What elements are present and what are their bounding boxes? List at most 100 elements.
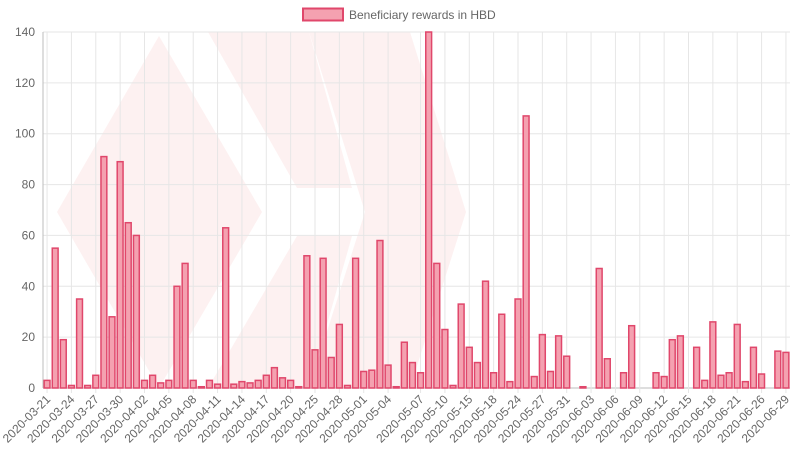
bar [757,373,766,389]
bar [554,335,563,389]
bar [376,239,384,389]
bar [595,267,603,389]
bar [67,384,76,389]
bar [230,383,238,389]
legend[interactable]: Beneficiary rewards in HBD [302,7,496,22]
bar [563,355,571,389]
bar [368,369,376,389]
bar [717,374,725,389]
bar [335,323,344,389]
bar [157,382,165,389]
bar [59,338,67,389]
bar [197,385,206,389]
bar [619,371,628,389]
bar [465,346,473,389]
bar [116,160,124,389]
watermark-shape-1 [208,32,352,188]
bar [140,379,149,389]
bar [83,384,92,389]
bar [473,361,482,389]
y-tick-label: 20 [22,330,36,344]
legend-swatch[interactable] [302,7,344,22]
bar [165,379,173,389]
bar [449,384,457,389]
bar [132,234,141,389]
bar [278,377,287,389]
bar [392,385,400,389]
y-tick-label: 120 [15,76,35,90]
bar [725,371,733,389]
y-tick-label: 0 [28,381,35,395]
y-tick-label: 60 [22,228,36,242]
bar [425,31,433,389]
bar [481,280,490,389]
bar [173,285,181,389]
bar [741,380,750,389]
bar [668,338,676,389]
watermark-shape-0 [57,36,262,388]
bar [384,364,392,389]
y-tick-label: 80 [22,178,36,192]
bar [546,370,555,389]
bar [441,328,449,389]
bar [514,298,522,389]
bar [327,356,335,389]
bars [43,31,790,389]
bar [100,155,108,389]
bar [108,316,116,389]
y-tick-label: 40 [22,279,36,293]
bar [311,349,319,389]
bar [530,375,538,389]
y-tick-label: 140 [15,25,35,39]
bar [222,227,230,389]
bar [538,333,547,389]
bar [189,379,197,389]
y-axis: 0 20 40 60 80 100 120 140 [15,25,35,395]
bar [457,303,465,389]
bar [360,370,368,389]
bar [660,375,668,389]
bar [416,371,425,389]
bar [92,374,100,389]
bar [181,262,189,389]
bar [238,380,246,389]
bar [692,346,701,389]
x-axis: 2020-03-212020-03-242020-03-272020-03-30… [0,392,792,446]
bar [408,361,417,389]
bar [733,323,741,389]
bar [522,115,530,389]
bar [303,255,311,389]
bar [124,221,132,389]
bar [433,262,441,389]
bar [498,313,506,389]
bar [148,374,157,389]
grid-lines [42,31,790,393]
bar [286,379,295,389]
bar [254,379,262,389]
bar [701,379,709,389]
bar [774,350,782,389]
bar [749,346,758,389]
bar [627,324,636,389]
bar [400,341,408,389]
bar [652,371,660,389]
legend-label[interactable]: Beneficiary rewards in HBD [349,8,496,22]
bar [262,374,270,389]
y-tick-label: 100 [15,127,35,141]
bar [75,298,84,389]
bar [43,379,51,389]
bar [579,385,587,389]
bar [676,335,685,389]
bar [51,247,59,389]
bar [205,379,214,389]
bar [246,382,254,389]
bar [489,371,498,389]
bar [506,380,514,389]
bar [319,257,327,389]
bar [782,351,790,389]
bar [270,366,279,389]
bar [709,321,717,389]
bar [351,257,360,389]
bar [343,384,352,389]
